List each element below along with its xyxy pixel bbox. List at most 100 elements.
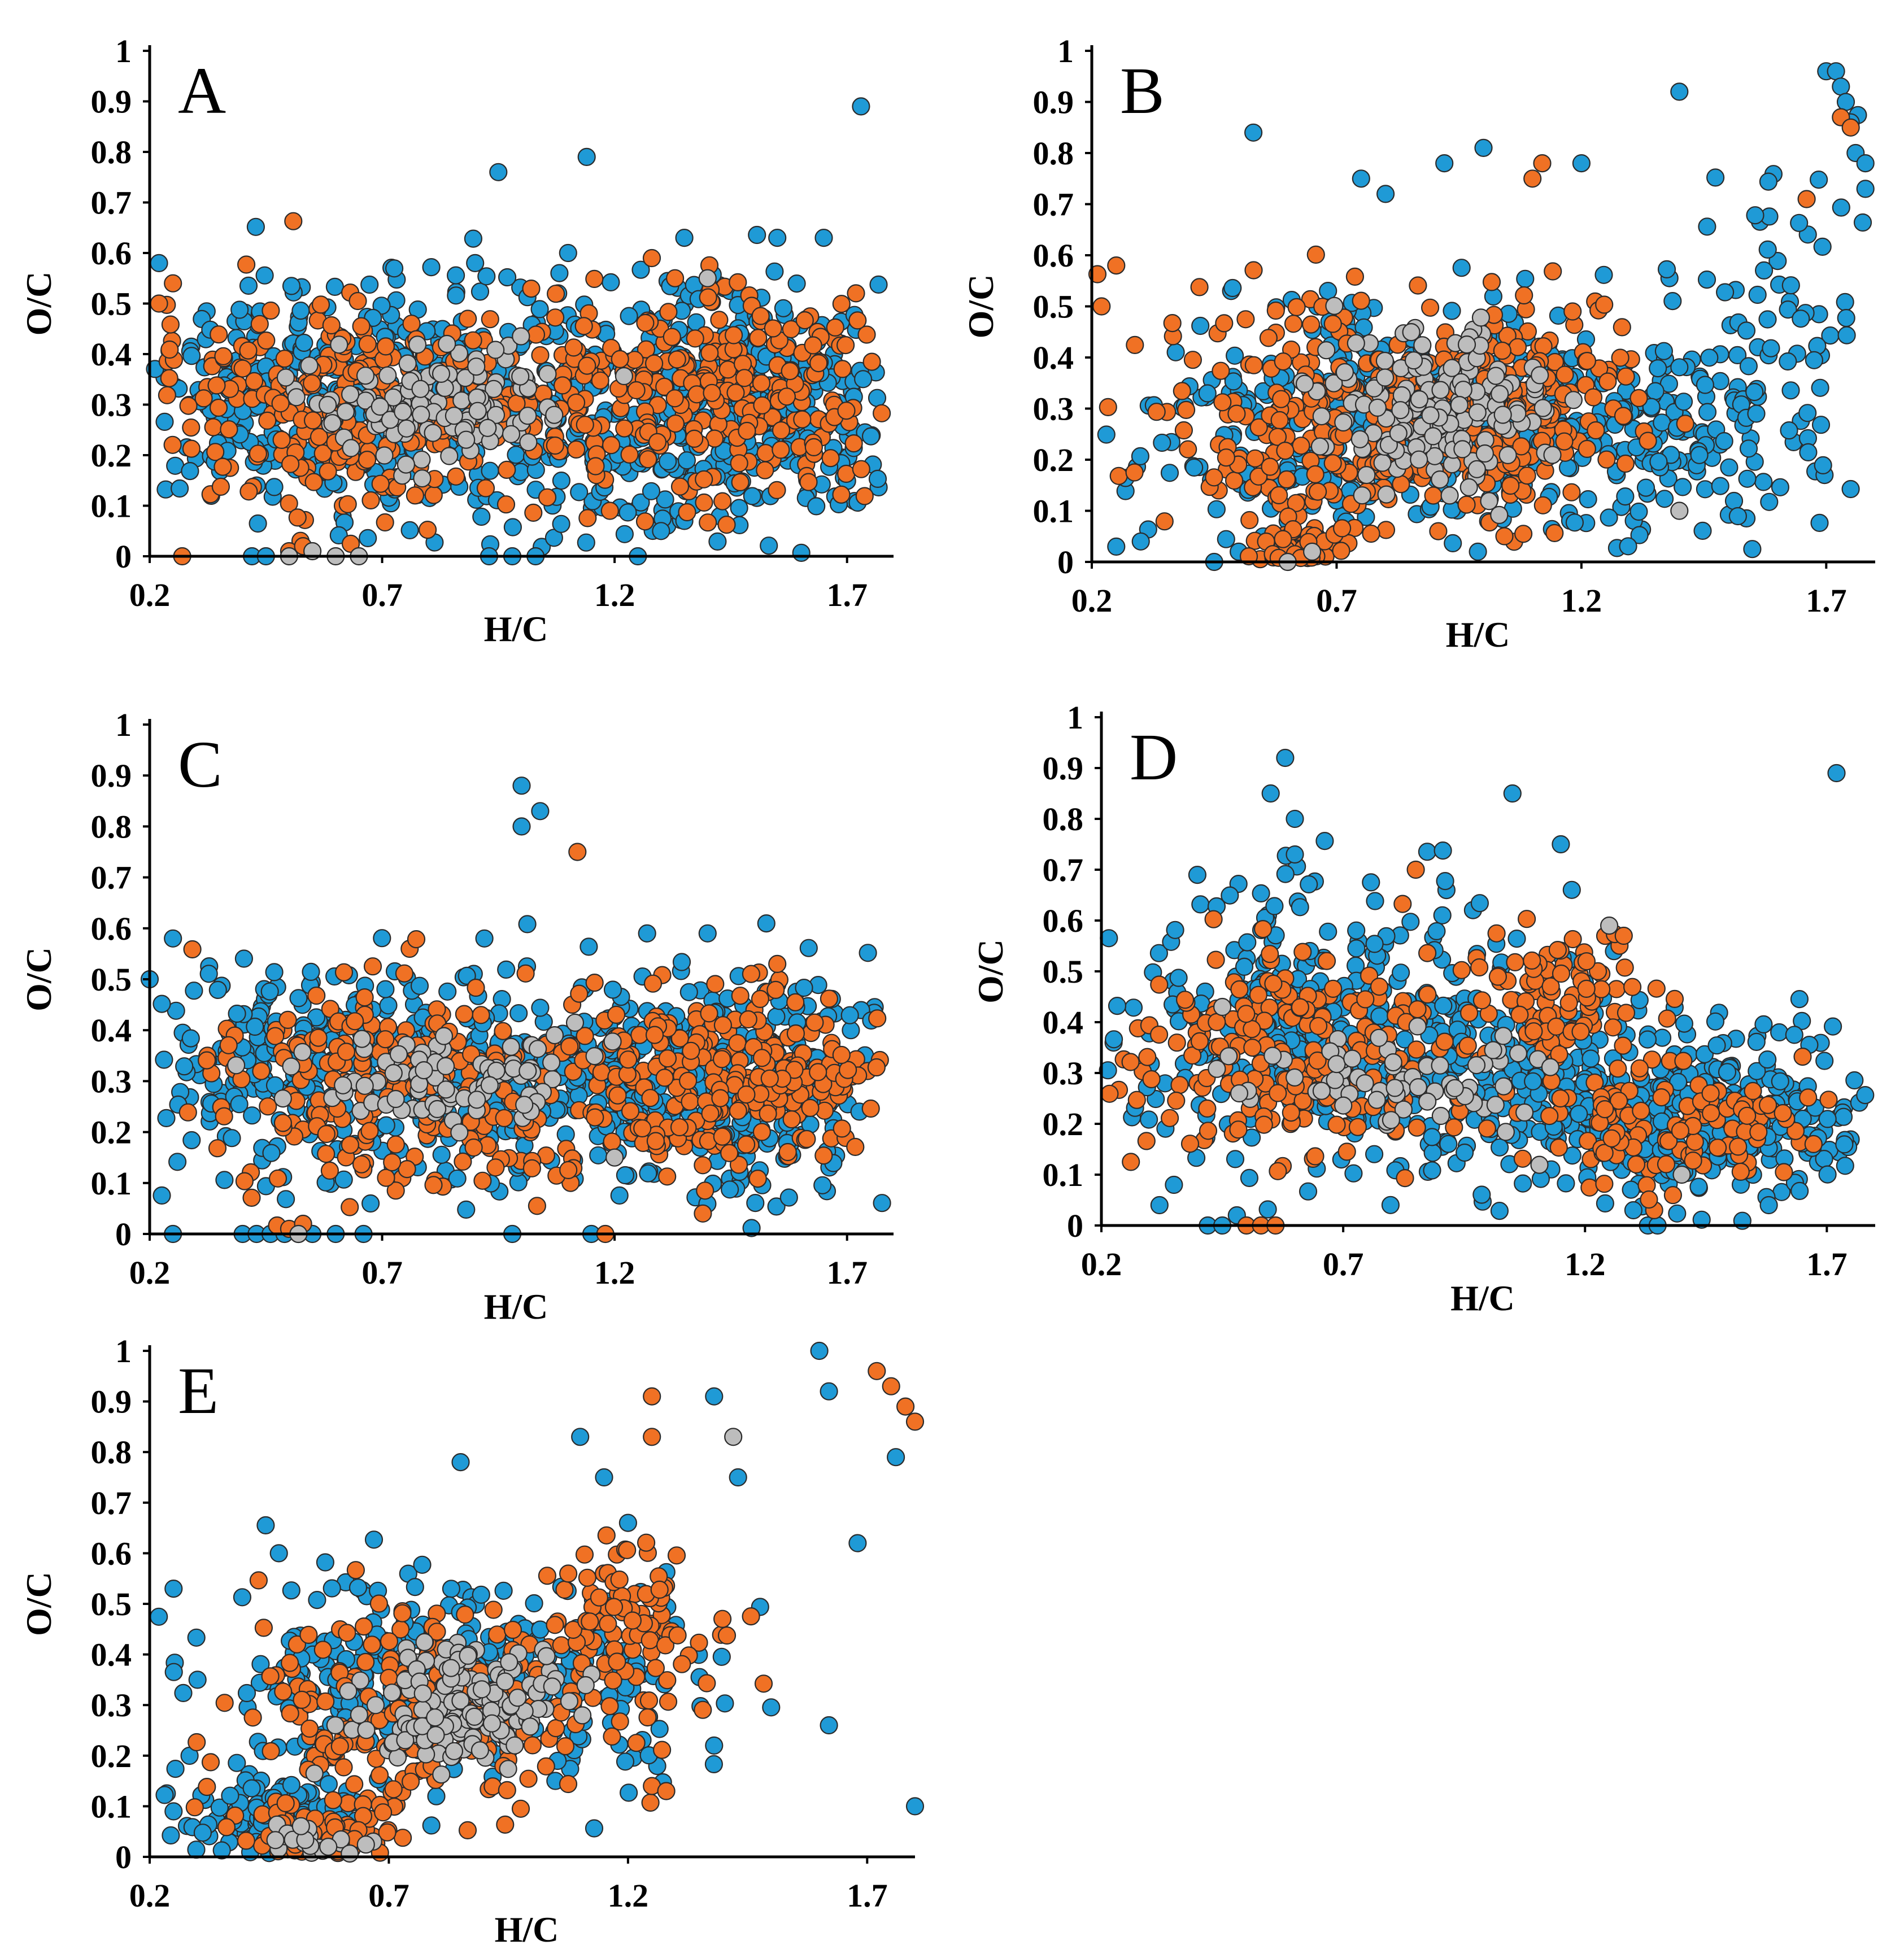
data-point xyxy=(311,295,330,314)
data-point xyxy=(1507,929,1526,948)
data-point xyxy=(239,341,258,360)
y-tick-label: 0.6 xyxy=(91,235,132,272)
data-point xyxy=(735,369,754,387)
data-point xyxy=(1743,540,1762,559)
data-point xyxy=(1424,486,1443,505)
data-point xyxy=(1827,62,1845,81)
data-point xyxy=(742,965,761,983)
data-point xyxy=(199,965,218,983)
data-point xyxy=(1107,256,1126,275)
data-point xyxy=(586,457,605,476)
data-point xyxy=(376,980,395,998)
data-point xyxy=(836,335,855,355)
data-point xyxy=(1698,217,1716,236)
data-point xyxy=(1490,505,1509,525)
data-point xyxy=(486,1158,505,1177)
data-point xyxy=(603,1132,621,1151)
data-point xyxy=(1424,427,1443,446)
data-point xyxy=(1244,261,1263,280)
data-point xyxy=(1108,996,1127,1015)
data-point xyxy=(618,1050,638,1069)
data-point xyxy=(1258,1200,1277,1219)
data-point xyxy=(592,1063,611,1081)
data-point xyxy=(585,1046,604,1066)
data-point xyxy=(1306,465,1324,484)
data-point xyxy=(699,513,717,532)
data-point xyxy=(607,1005,626,1024)
data-point xyxy=(377,1116,395,1135)
data-point xyxy=(359,529,377,548)
data-point xyxy=(319,395,337,415)
x-tick-label: 0.2 xyxy=(1071,582,1113,619)
data-point xyxy=(645,1026,664,1044)
data-point xyxy=(302,962,320,982)
data-point xyxy=(386,1135,405,1154)
data-point xyxy=(781,361,799,381)
data-point xyxy=(659,303,678,321)
data-point xyxy=(1636,478,1655,497)
data-point xyxy=(1306,245,1325,264)
data-point xyxy=(337,1043,356,1061)
data-point xyxy=(434,1027,454,1045)
data-point xyxy=(445,407,464,425)
data-point xyxy=(1244,123,1263,142)
data-point xyxy=(346,1012,364,1031)
data-point xyxy=(633,1119,652,1138)
data-point xyxy=(748,1170,767,1188)
data-point xyxy=(1853,213,1872,232)
data-point xyxy=(472,1006,490,1024)
data-point xyxy=(1375,351,1394,370)
data-point xyxy=(181,1029,200,1048)
data-point xyxy=(798,1129,816,1149)
data-point xyxy=(832,1045,851,1065)
data-point xyxy=(837,464,856,483)
data-point xyxy=(412,405,430,424)
data-point xyxy=(334,1076,352,1094)
data-point xyxy=(320,1161,339,1180)
data-point xyxy=(1431,381,1450,399)
data-point xyxy=(1185,458,1204,477)
y-axis-title: O/C xyxy=(961,274,1001,339)
data-point xyxy=(576,415,594,434)
data-point xyxy=(373,929,391,948)
y-tick-label: 1 xyxy=(115,706,132,743)
data-point xyxy=(153,995,171,1013)
data-point xyxy=(1611,348,1629,367)
data-point xyxy=(1125,463,1144,482)
data-point xyxy=(809,1063,827,1081)
data-point xyxy=(756,444,775,463)
data-point xyxy=(1674,478,1692,496)
data-point xyxy=(1459,478,1478,497)
data-point xyxy=(1562,483,1581,501)
data-point xyxy=(1563,302,1582,321)
data-point xyxy=(1780,421,1798,440)
data-point xyxy=(868,389,887,407)
data-point xyxy=(570,984,589,1003)
data-point xyxy=(552,471,571,490)
data-point xyxy=(528,1197,547,1215)
data-point xyxy=(580,937,598,956)
data-point xyxy=(1270,486,1288,505)
data-point xyxy=(528,1040,547,1058)
data-point xyxy=(1837,326,1856,344)
data-point xyxy=(786,1024,805,1043)
y-tick-label: 0.5 xyxy=(91,286,132,322)
data-point xyxy=(1450,395,1469,415)
data-point xyxy=(1622,1180,1640,1199)
y-tick-label: 0.9 xyxy=(91,84,132,120)
data-point xyxy=(1698,403,1717,421)
data-point xyxy=(1758,1050,1777,1069)
data-point xyxy=(1716,283,1735,302)
data-point xyxy=(677,451,696,470)
data-point xyxy=(273,1089,292,1108)
data-point xyxy=(1471,308,1490,327)
data-point xyxy=(422,258,441,277)
data-point xyxy=(724,326,743,344)
y-tick-label: 0.7 xyxy=(1033,186,1074,223)
data-point xyxy=(861,1099,880,1118)
data-point xyxy=(246,1017,264,1036)
x-tick-label: 1.2 xyxy=(594,1254,635,1291)
data-point xyxy=(210,325,228,344)
data-point xyxy=(1352,291,1370,310)
data-point xyxy=(867,1058,886,1077)
